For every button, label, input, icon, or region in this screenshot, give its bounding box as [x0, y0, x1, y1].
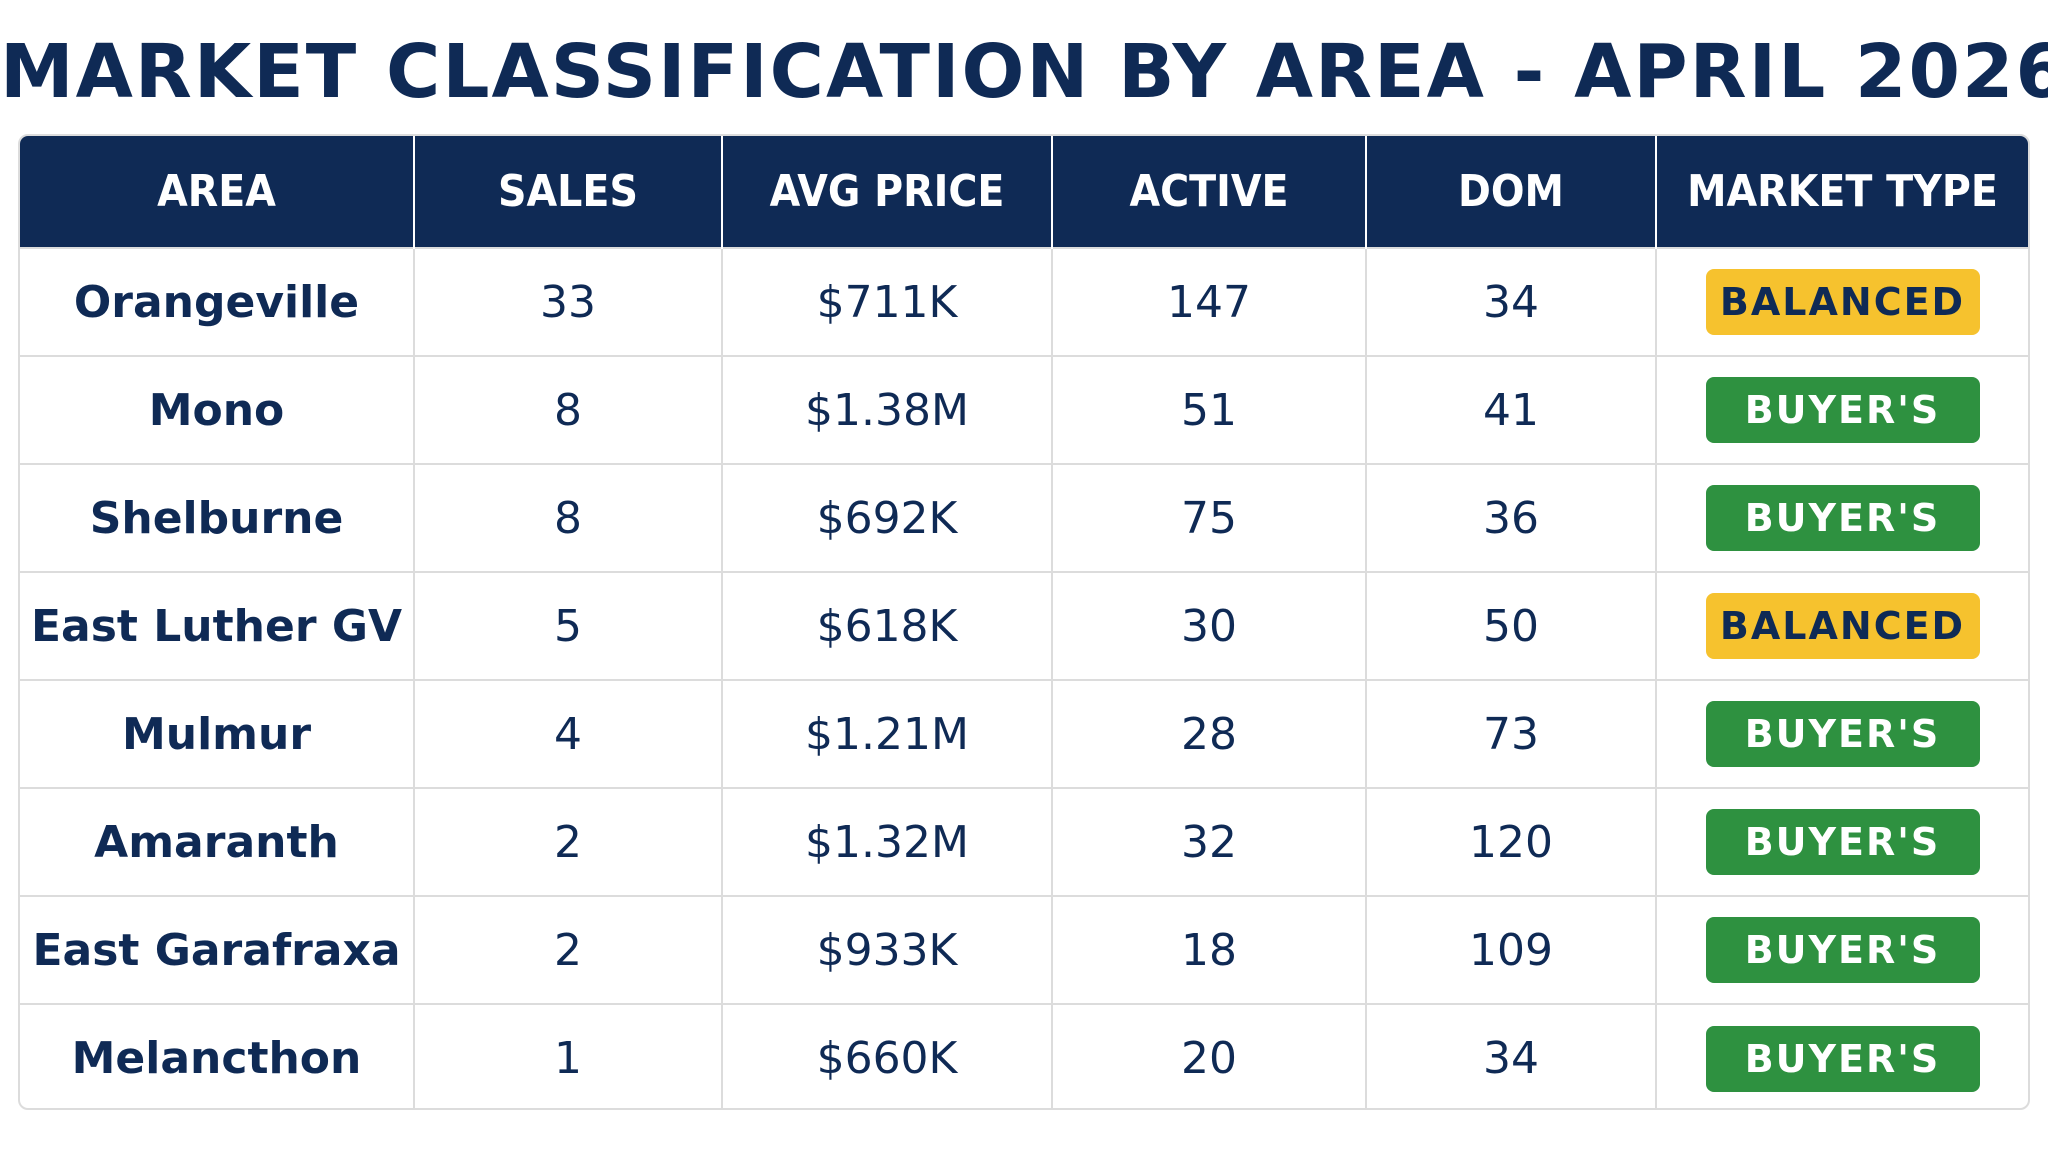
table-header-row: AREA SALES AVG PRICE ACTIVE DOM MARKET T… [20, 136, 2028, 248]
dom-cell: 73 [1366, 679, 1657, 788]
sales-cell: 33 [414, 247, 723, 356]
dom-cell: 109 [1366, 895, 1657, 1004]
sales-cell: 4 [414, 679, 723, 788]
table-row: Orangeville 33 $711K 147 34 BALANCED [20, 247, 2028, 356]
column-header-area: AREA [20, 136, 415, 248]
dom-cell: 34 [1366, 1003, 1657, 1108]
market-type-cell: BUYER'S [1656, 355, 2028, 464]
area-cell: East Garafraxa [20, 895, 415, 1004]
active-cell: 20 [1052, 1003, 1367, 1108]
column-header-avg-price: AVG PRICE [722, 136, 1053, 248]
market-type-badge-buyers: BUYER'S [1705, 917, 1980, 983]
table-row: Melancthon 1 $660K 20 34 BUYER'S [20, 1003, 2028, 1108]
market-type-badge-buyers: BUYER'S [1705, 377, 1980, 443]
table-row: Mulmur 4 $1.21M 28 73 BUYER'S [20, 679, 2028, 788]
market-type-badge-buyers: BUYER'S [1705, 1025, 1980, 1092]
area-cell: Melancthon [20, 1003, 415, 1108]
avg-price-cell: $1.21M [722, 679, 1053, 788]
market-type-cell: BUYER'S [1656, 787, 2028, 896]
dom-cell: 50 [1366, 571, 1657, 680]
table-row: East Garafraxa 2 $933K 18 109 BUYER'S [20, 895, 2028, 1004]
market-type-badge-buyers: BUYER'S [1705, 701, 1980, 767]
avg-price-cell: $711K [722, 247, 1053, 356]
area-cell: Orangeville [20, 247, 415, 356]
avg-price-cell: $933K [722, 895, 1053, 1004]
active-cell: 51 [1052, 355, 1367, 464]
table-row: Mono 8 $1.38M 51 41 BUYER'S [20, 355, 2028, 464]
active-cell: 28 [1052, 679, 1367, 788]
dom-cell: 120 [1366, 787, 1657, 896]
table-row: Amaranth 2 $1.32M 32 120 BUYER'S [20, 787, 2028, 896]
market-type-cell: BUYER'S [1656, 1003, 2028, 1108]
active-cell: 30 [1052, 571, 1367, 680]
market-type-cell: BUYER'S [1656, 463, 2028, 572]
sales-cell: 2 [414, 895, 723, 1004]
active-cell: 75 [1052, 463, 1367, 572]
dom-cell: 41 [1366, 355, 1657, 464]
page-title: MARKET CLASSIFICATION BY AREA - APRIL 20… [0, 29, 2048, 115]
sales-cell: 8 [414, 355, 723, 464]
market-type-cell: BUYER'S [1656, 679, 2028, 788]
column-header-sales: SALES [414, 136, 723, 248]
table-row: Shelburne 8 $692K 75 36 BUYER'S [20, 463, 2028, 572]
sales-cell: 1 [414, 1003, 723, 1108]
market-type-badge-buyers: BUYER'S [1705, 485, 1980, 551]
market-table: AREA SALES AVG PRICE ACTIVE DOM MARKET T… [18, 134, 2030, 1110]
market-type-cell: BALANCED [1656, 247, 2028, 356]
column-header-market-type: MARKET TYPE [1656, 136, 2028, 248]
sales-cell: 8 [414, 463, 723, 572]
avg-price-cell: $692K [722, 463, 1053, 572]
table-body: Orangeville 33 $711K 147 34 BALANCED Mono 8 $1.3… [20, 247, 2028, 1108]
area-cell: Amaranth [20, 787, 415, 896]
dom-cell: 34 [1366, 247, 1657, 356]
avg-price-cell: $660K [722, 1003, 1053, 1108]
column-header-dom: DOM [1366, 136, 1657, 248]
market-type-badge-balanced: BALANCED [1705, 269, 1980, 335]
sales-cell: 2 [414, 787, 723, 896]
market-type-cell: BUYER'S [1656, 895, 2028, 1004]
market-type-badge-buyers: BUYER'S [1705, 809, 1980, 875]
market-type-badge-balanced: BALANCED [1705, 593, 1980, 659]
avg-price-cell: $1.38M [722, 355, 1053, 464]
column-header-active: ACTIVE [1052, 136, 1367, 248]
table-row: East Luther GV 5 $618K 30 50 BALANCED [20, 571, 2028, 680]
active-cell: 147 [1052, 247, 1367, 356]
active-cell: 32 [1052, 787, 1367, 896]
avg-price-cell: $1.32M [722, 787, 1053, 896]
area-cell: Shelburne [20, 463, 415, 572]
active-cell: 18 [1052, 895, 1367, 1004]
area-cell: East Luther GV [20, 571, 415, 680]
sales-cell: 5 [414, 571, 723, 680]
area-cell: Mulmur [20, 679, 415, 788]
market-type-cell: BALANCED [1656, 571, 2028, 680]
avg-price-cell: $618K [722, 571, 1053, 680]
dom-cell: 36 [1366, 463, 1657, 572]
area-cell: Mono [20, 355, 415, 464]
